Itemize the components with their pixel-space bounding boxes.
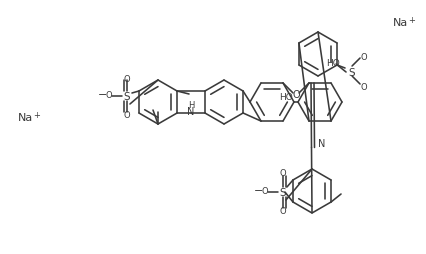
Text: S: S [279,187,285,197]
Text: −: − [98,90,107,100]
Text: O: O [360,52,366,61]
Text: O: O [124,74,130,83]
Text: O: O [279,169,285,178]
Text: H: H [187,101,194,110]
Text: HO: HO [279,93,292,102]
Text: S: S [348,68,354,78]
Text: O: O [105,91,112,100]
Text: S: S [124,92,130,102]
Text: O: O [124,111,130,120]
Text: N: N [187,107,194,117]
Text: O: O [279,207,285,216]
Text: Na: Na [392,18,407,28]
Text: +: + [407,15,414,24]
Text: −: − [253,185,263,195]
Text: +: + [33,110,40,119]
Text: O: O [360,82,366,91]
Text: O: O [261,187,268,196]
Text: Na: Na [18,113,33,122]
Text: N: N [317,139,325,149]
Text: O: O [291,90,299,100]
Text: HO: HO [325,58,339,67]
